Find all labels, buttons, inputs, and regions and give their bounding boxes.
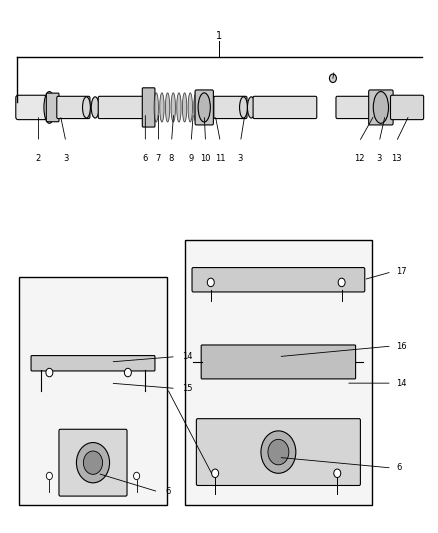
Text: 10: 10: [200, 154, 210, 163]
Text: 12: 12: [353, 154, 364, 163]
Circle shape: [124, 368, 131, 377]
FancyBboxPatch shape: [31, 356, 155, 371]
Text: 6: 6: [395, 464, 401, 472]
FancyBboxPatch shape: [335, 96, 373, 118]
Ellipse shape: [154, 93, 158, 122]
Text: 16: 16: [395, 342, 406, 351]
Ellipse shape: [239, 97, 247, 118]
Circle shape: [46, 368, 53, 377]
Circle shape: [267, 439, 288, 465]
Text: 9: 9: [188, 154, 193, 163]
Circle shape: [133, 472, 139, 480]
FancyBboxPatch shape: [184, 240, 371, 505]
FancyBboxPatch shape: [98, 96, 144, 118]
Circle shape: [260, 431, 295, 473]
Text: 17: 17: [395, 268, 406, 276]
FancyBboxPatch shape: [46, 93, 59, 122]
Ellipse shape: [247, 97, 254, 118]
Ellipse shape: [177, 93, 181, 122]
Circle shape: [337, 278, 344, 287]
Text: 7: 7: [155, 154, 161, 163]
FancyBboxPatch shape: [213, 96, 247, 118]
Text: 6: 6: [142, 154, 148, 163]
Ellipse shape: [44, 92, 55, 123]
Text: 11: 11: [215, 154, 225, 163]
Text: 3: 3: [376, 154, 381, 163]
FancyBboxPatch shape: [19, 277, 167, 505]
FancyBboxPatch shape: [59, 429, 127, 496]
Text: 8: 8: [169, 154, 174, 163]
Circle shape: [207, 278, 214, 287]
FancyBboxPatch shape: [16, 95, 46, 119]
Circle shape: [76, 442, 110, 483]
Circle shape: [211, 469, 218, 478]
FancyBboxPatch shape: [253, 96, 316, 118]
Text: 6: 6: [165, 487, 170, 496]
Ellipse shape: [182, 93, 186, 122]
Text: 1: 1: [216, 31, 222, 41]
Text: 14: 14: [182, 352, 192, 361]
Ellipse shape: [82, 97, 90, 118]
FancyBboxPatch shape: [142, 88, 155, 127]
FancyBboxPatch shape: [201, 345, 355, 379]
Text: 13: 13: [390, 154, 401, 163]
FancyBboxPatch shape: [191, 268, 364, 292]
Ellipse shape: [372, 92, 388, 123]
Ellipse shape: [193, 93, 198, 122]
Ellipse shape: [91, 97, 99, 118]
FancyBboxPatch shape: [194, 90, 213, 125]
Circle shape: [333, 469, 340, 478]
Circle shape: [83, 451, 102, 474]
Text: 15: 15: [182, 384, 192, 393]
FancyBboxPatch shape: [57, 96, 90, 118]
Circle shape: [46, 472, 52, 480]
Ellipse shape: [187, 93, 192, 122]
FancyBboxPatch shape: [390, 95, 423, 119]
Ellipse shape: [159, 93, 164, 122]
Text: 3: 3: [237, 154, 243, 163]
Text: 3: 3: [63, 154, 68, 163]
Ellipse shape: [198, 93, 210, 122]
Circle shape: [328, 74, 336, 83]
FancyBboxPatch shape: [368, 90, 392, 125]
Text: 14: 14: [395, 378, 406, 387]
Ellipse shape: [165, 93, 170, 122]
Text: 2: 2: [36, 154, 41, 163]
FancyBboxPatch shape: [196, 419, 360, 486]
Ellipse shape: [171, 93, 175, 122]
